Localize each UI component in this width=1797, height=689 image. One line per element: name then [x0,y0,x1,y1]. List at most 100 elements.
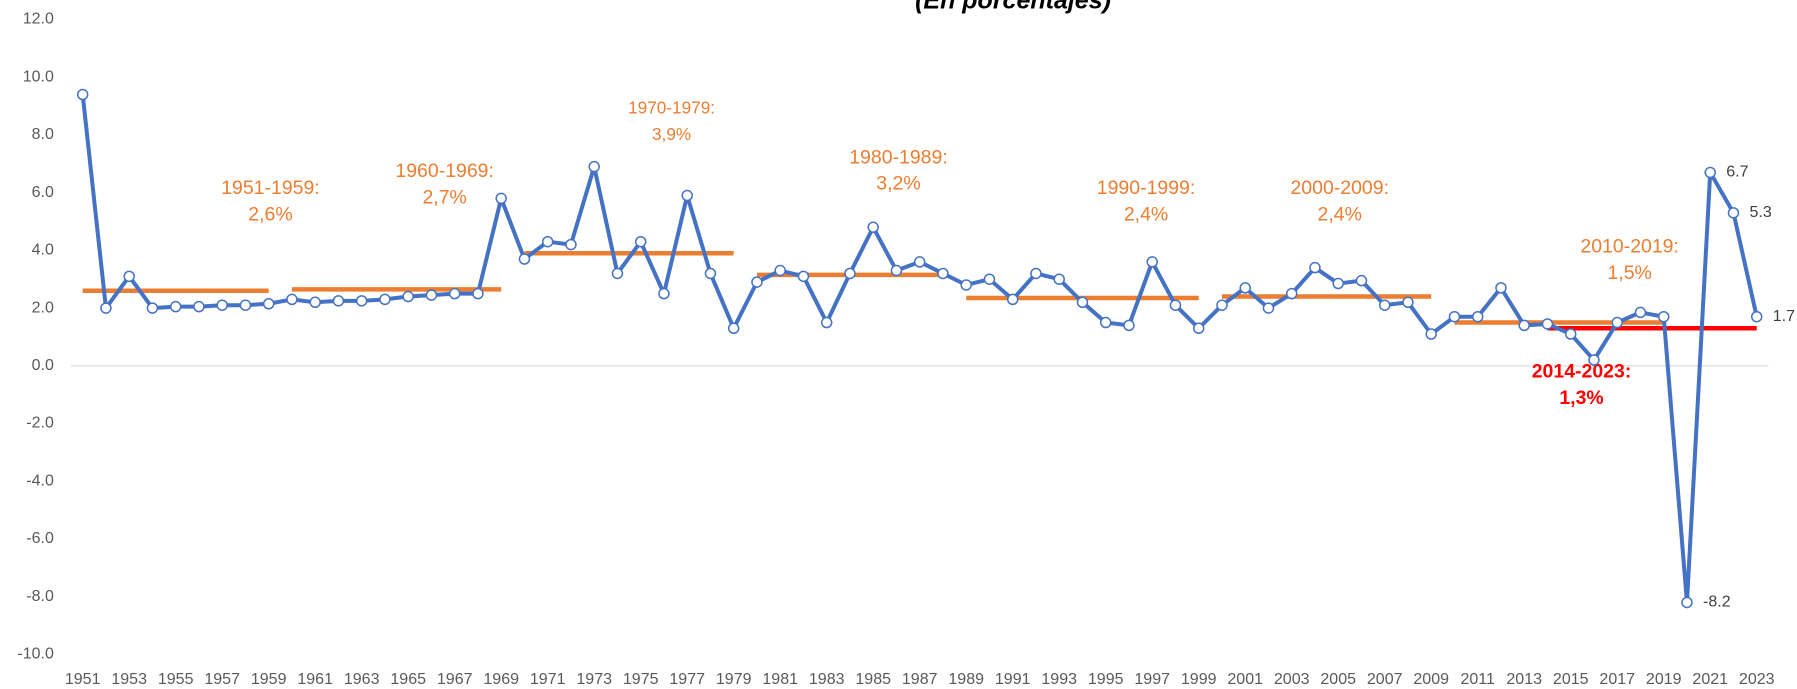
data-line [80,94,1759,605]
y-tick-label: 12.0 [23,11,54,28]
x-tick-label: 1981 [762,671,798,688]
data-point [1239,282,1251,294]
data-label: -8.2 [1703,594,1731,611]
y-tick-label: 0.0 [32,357,54,374]
data-point [1355,274,1368,287]
y-tick-label: -6.0 [26,530,54,547]
x-tick-label: 1985 [855,671,891,688]
data-point [1588,354,1600,366]
average-label: 2014-2023: [1532,361,1632,383]
data-point [1611,316,1623,329]
x-tick-label: 1953 [111,671,147,688]
average-label: 2010-2019: [1580,236,1679,258]
chart-title: (En porcentajes) [915,0,1111,15]
x-tick-label: 2023 [1739,671,1775,688]
average-value-label: 2,4% [1124,204,1168,226]
data-point [704,267,717,280]
data-point [1169,299,1182,311]
data-point [890,264,903,277]
x-tick-label: 1991 [995,671,1031,688]
data-point [1099,316,1112,329]
data-point [565,238,577,251]
data-label: 1.7 [1773,308,1795,325]
data-point [495,192,507,205]
data-point [1657,310,1670,323]
data-point [1192,322,1205,335]
data-point [611,267,624,280]
data-point [960,279,972,291]
data-point [1471,310,1484,323]
data-point [1123,319,1135,332]
data-point [262,297,275,310]
average-label: 2000-2009: [1290,177,1389,199]
data-point [1332,277,1344,290]
data-point [1634,306,1647,319]
x-tick-label: 1969 [483,671,519,688]
data-point [1750,310,1763,323]
data-point [681,189,693,202]
y-tick-label: 10.0 [23,68,54,85]
x-tick-label: 1951 [65,671,101,688]
data-point [472,287,484,300]
data-point [216,299,228,311]
x-tick-label: 1995 [1088,671,1124,688]
data-point [1146,256,1158,268]
x-tick-label: 1979 [716,671,752,688]
data-point [1285,287,1298,300]
x-tick-label: 1983 [809,671,845,688]
data-point [123,270,135,283]
x-tick-label: 1965 [390,671,426,688]
data-point [379,293,391,306]
data-point [355,295,368,307]
data-label: 5.3 [1750,204,1772,221]
x-tick-label: 1963 [344,671,380,688]
data-point [541,235,554,248]
x-tick-label: 1957 [204,671,240,688]
data-point [751,276,763,288]
x-tick-label: 2003 [1274,671,1310,688]
average-value-label: 2,4% [1318,204,1362,226]
average-value-label: 3,2% [876,173,920,195]
data-point [634,235,647,248]
data-point [1030,267,1042,280]
x-tick-label: 2021 [1692,671,1728,688]
x-tick-label: 2013 [1506,671,1542,688]
data-point [1076,296,1089,309]
y-tick-label: -8.0 [26,588,54,605]
data-point [1053,273,1065,285]
average-value-label: 3,9% [652,124,691,144]
data-point [1681,596,1693,609]
data-point [76,88,89,101]
data-point [937,267,949,280]
data-point [588,160,600,173]
data-point [146,302,159,314]
data-point [1541,318,1554,330]
data-point [309,296,321,309]
x-tick-label: 1973 [576,671,612,688]
data-point [100,302,112,314]
x-tick-label: 1967 [437,671,473,688]
average-label: 1960-1969: [395,160,494,182]
data-point [820,316,833,329]
data-point [658,287,670,300]
x-tick-label: 1955 [158,671,194,688]
data-point [1495,282,1507,294]
data-point [169,300,182,313]
x-tick-label: 1961 [297,671,333,688]
data-point [1378,299,1391,311]
x-tick-label: 2019 [1646,671,1682,688]
data-point [913,256,926,268]
data-point [286,293,298,306]
data-point [1727,207,1740,219]
data-point [1262,302,1275,314]
data-point [518,253,531,265]
data-point [1704,166,1716,179]
data-point [425,289,438,301]
data-point [1448,310,1461,323]
x-tick-label: 1997 [1134,671,1170,688]
y-tick-label: 6.0 [32,184,54,201]
data-point [1216,299,1228,311]
x-tick-label: 2007 [1367,671,1403,688]
data-point [239,299,252,311]
